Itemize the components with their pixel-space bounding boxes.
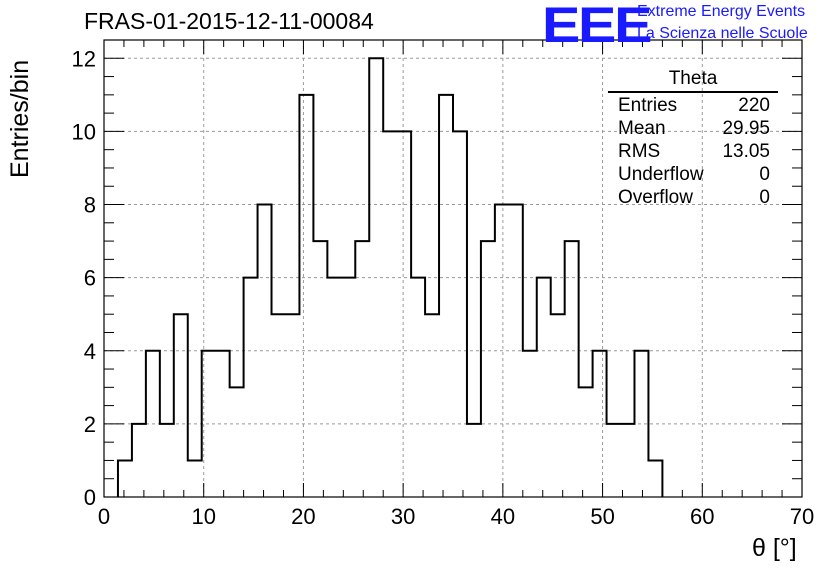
histogram-bin [621, 424, 635, 497]
histogram-bin [551, 314, 565, 497]
plot-frame [103, 39, 803, 498]
stats-value: 29.95 [722, 118, 770, 139]
stats-box: Theta Entries 220 Mean 29.95 RMS 13.05 U… [608, 68, 778, 209]
histogram-bin [481, 241, 495, 497]
stats-value: 0 [759, 164, 770, 185]
stats-label: Entries [618, 95, 678, 116]
stats-label: Overflow [618, 187, 693, 208]
x-tick-label: 50 [590, 504, 614, 529]
stats-label: Underflow [618, 164, 704, 185]
histogram-bin [565, 241, 579, 497]
histogram-bin [327, 278, 341, 497]
x-tick-label: 60 [690, 504, 714, 529]
histogram-bin [579, 387, 593, 497]
histogram-bin [411, 278, 425, 497]
histogram-bin [258, 205, 272, 497]
stats-label: Mean [618, 118, 666, 139]
x-tick-label: 70 [790, 504, 814, 529]
histogram-bin [355, 241, 369, 497]
x-tick-label: 40 [491, 504, 515, 529]
y-tick-label: 4 [84, 339, 96, 364]
stats-value: 13.05 [722, 141, 770, 162]
y-tick-label: 12 [72, 46, 96, 71]
histogram-bin [230, 387, 244, 497]
histogram-bin [425, 314, 439, 497]
histogram-bin [188, 460, 202, 497]
histogram-bin [216, 351, 230, 497]
y-tick-label: 6 [84, 266, 96, 291]
x-tick-label: 10 [191, 504, 215, 529]
histogram-bin [299, 95, 313, 497]
y-tick-label: 0 [84, 485, 96, 510]
y-axis-label: Entries/bin [6, 59, 34, 178]
x-tick-label: 30 [391, 504, 415, 529]
histogram-outline [116, 57, 664, 497]
histogram-bin [648, 460, 662, 497]
stats-label: RMS [618, 141, 661, 162]
x-axis-label: θ [°] [752, 534, 797, 562]
histogram-bin [453, 131, 467, 497]
histogram-bin [132, 424, 146, 497]
x-tick-label: 0 [98, 504, 110, 529]
histogram-bin [244, 278, 258, 497]
stats-title: Theta [608, 68, 778, 93]
histogram-bin [341, 278, 355, 497]
y-tick-label: 10 [72, 119, 96, 144]
histogram-bin [397, 131, 411, 497]
stats-row-overflow: Overflow 0 [608, 186, 778, 209]
histogram-bin [607, 424, 621, 497]
stats-value: 220 [738, 95, 770, 116]
histogram-bin [537, 278, 551, 497]
histogram-bin [160, 424, 174, 497]
stats-row-entries: Entries 220 [608, 94, 778, 117]
histogram-bin [467, 424, 481, 497]
histogram-bin [118, 460, 132, 497]
x-tick-label: 20 [291, 504, 315, 529]
stats-value: 0 [759, 187, 770, 208]
histogram-bin [383, 131, 397, 497]
stats-row-rms: RMS 13.05 [608, 140, 778, 163]
histogram-bin [285, 314, 299, 497]
y-tick-label: 2 [84, 412, 96, 437]
stats-row-underflow: Underflow 0 [608, 163, 778, 186]
y-tick-label: 8 [84, 193, 96, 218]
histogram-bin [439, 95, 453, 497]
histogram-bin [174, 314, 188, 497]
logo-subtitle-1: Extreme Energy Events [637, 3, 806, 20]
eee-logo: EEE [542, 0, 652, 53]
histogram-bin [313, 241, 327, 497]
logo-subtitle-2: La Scienza nelle Scuole [637, 25, 808, 42]
chart-title: FRAS-01-2015-12-11-00084 [84, 8, 374, 34]
stats-row-mean: Mean 29.95 [608, 117, 778, 140]
histogram-bin [272, 314, 286, 497]
